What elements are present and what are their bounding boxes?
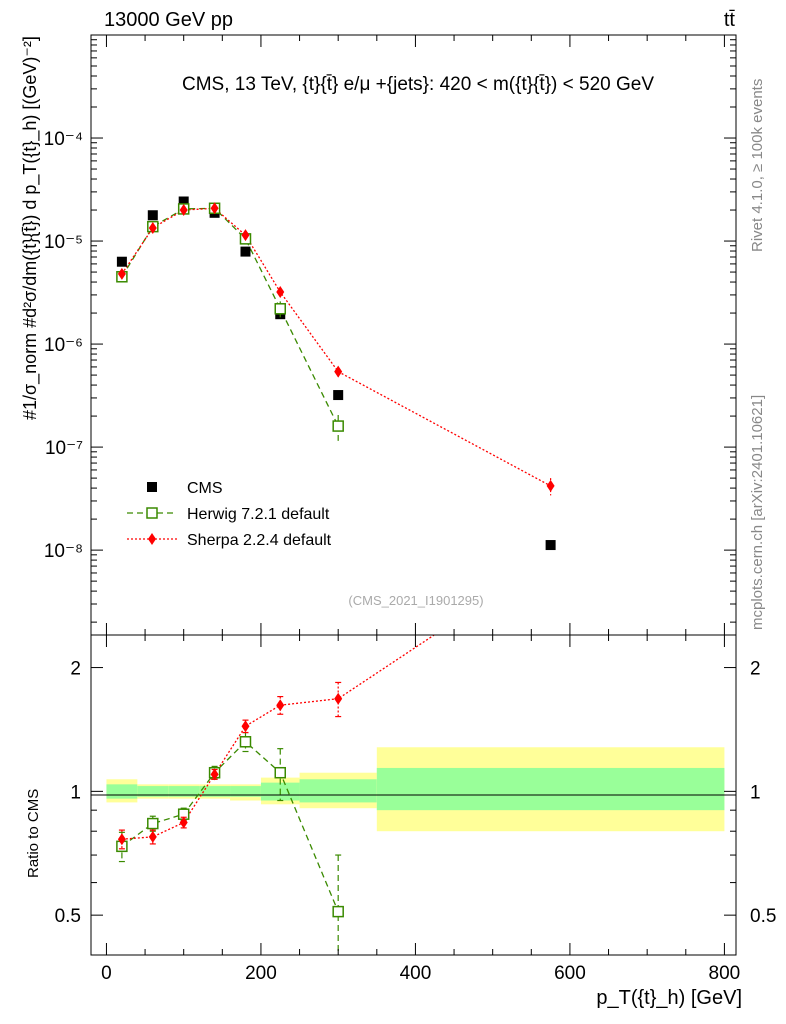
y-tick-label: 10⁻⁴ [44, 129, 83, 150]
cms-data-point [333, 390, 344, 401]
ratio-frame [90, 634, 737, 956]
main-y-axis-label: #1/σ_norm #d²σ/dm({t}{t̄}) d p_T({t}_h) … [20, 36, 41, 420]
y-tick-label: 10⁻⁷ [45, 438, 83, 459]
band-inner [199, 786, 231, 797]
analysis-watermark: (CMS_2021_I1901295) [348, 593, 483, 608]
x-tick-label: 800 [709, 963, 741, 984]
ratio-data-layer [116, 552, 555, 955]
y-tick-label: 10⁻⁶ [44, 335, 83, 356]
legend-label: Herwig 7.2.1 default [187, 506, 330, 523]
mcplots-label: mcplots.cern.ch [arXiv:2401.10621] [749, 395, 766, 630]
herwig-point [332, 420, 344, 432]
ratio-panel: 0.5 0.5 1 1 2 2 0 200 400 600 800 Ratio to CMS p_T… [25, 552, 776, 1009]
ratio-sherpa-point [547, 552, 555, 564]
series-line-2 [121, 207, 551, 487]
band-inner [230, 786, 261, 797]
band-inner [299, 779, 377, 803]
ratio-herwig-point [332, 905, 344, 918]
x-tick-label: 200 [245, 963, 277, 984]
x-tick-label: 400 [400, 963, 432, 984]
main-panel: 10⁻⁸ 10⁻⁷ 10⁻⁶ 10⁻⁵ 10⁻⁴ CMS, 13 TeV, {t}{t̄… [20, 34, 737, 636]
legend-marker-sherpa [148, 533, 156, 545]
main-axis-ticks: 10⁻⁸ 10⁻⁷ 10⁻⁶ 10⁻⁵ 10⁻⁴ [44, 34, 736, 635]
x-tick-label: 0 [101, 963, 112, 984]
rivet-label: Rivet 4.1.0, ≥ 100k events [749, 79, 766, 252]
ratio-herwig-point [239, 736, 252, 748]
cms-data-point [147, 210, 158, 221]
ratio-uncertainty-bands [106, 747, 725, 832]
ratio-y-tick-label: 2 [70, 659, 81, 680]
ratio-y-tick-label-right: 1 [750, 782, 761, 803]
main-data-layer [116, 196, 556, 551]
ratio-y-tick-label: 0.5 [55, 906, 81, 927]
legend-marker-cms [147, 482, 157, 492]
sherpa-point [276, 286, 285, 299]
ratio-sherpa-point [117, 833, 126, 846]
ratio-herwig-point [274, 766, 287, 779]
legend-marker-herwig [146, 507, 158, 519]
chart-title: CMS, 13 TeV, {t}{t̄} e/μ +{jets}: 420 < … [182, 74, 654, 95]
series-line-1 [121, 207, 339, 427]
cms-data-point [116, 256, 127, 267]
header-process-label: tt̄ [724, 9, 736, 31]
sherpa-point [334, 365, 343, 378]
sherpa-point [179, 204, 188, 217]
x-tick-label: 600 [554, 963, 586, 984]
band-inner [106, 784, 138, 799]
legend-label: Sherpa 2.2.4 default [187, 532, 332, 549]
herwig-point [274, 303, 287, 315]
ratio-y-axis-label: Ratio to CMS [25, 789, 42, 878]
ratio-sherpa-point [210, 768, 219, 781]
header-energy-label: 13000 GeV pp [104, 9, 233, 31]
legend-label: CMS [187, 480, 223, 497]
y-tick-label: 10⁻⁸ [44, 541, 83, 562]
band-inner [137, 786, 169, 797]
ratio-y-tick-label: 1 [70, 782, 81, 803]
sherpa-point [210, 202, 219, 215]
ratio-sherpa-point [241, 720, 250, 733]
sherpa-point [117, 267, 126, 280]
band-inner [168, 786, 200, 797]
ratio-y-tick-label-right: 0.5 [750, 906, 776, 927]
ratio-sherpa-point [148, 830, 157, 843]
ratio-axis-ticks: 0.5 0.5 1 1 2 2 0 200 400 600 800 [55, 635, 776, 984]
ratio-sherpa-point [334, 692, 343, 705]
ratio-y-tick-label-right: 2 [750, 659, 761, 680]
ratio-series-line-1 [121, 635, 436, 840]
ratio-sherpa-point [179, 816, 188, 829]
legend: CMS Herwig 7.2.1 default Sherpa 2.2.4 defa… [127, 480, 332, 549]
x-axis-label: p_T({t}_h) [GeV] [596, 987, 742, 1009]
cms-data-point [240, 246, 251, 257]
sherpa-point [148, 221, 157, 234]
ratio-herwig-point [147, 817, 159, 830]
ratio-sherpa-point [276, 699, 285, 712]
sherpa-point [241, 229, 250, 242]
band-inner [376, 767, 725, 811]
y-tick-label: 10⁻⁵ [44, 232, 83, 253]
sherpa-point [546, 479, 555, 492]
cms-data-point [178, 196, 189, 207]
cms-data-point [545, 540, 556, 551]
